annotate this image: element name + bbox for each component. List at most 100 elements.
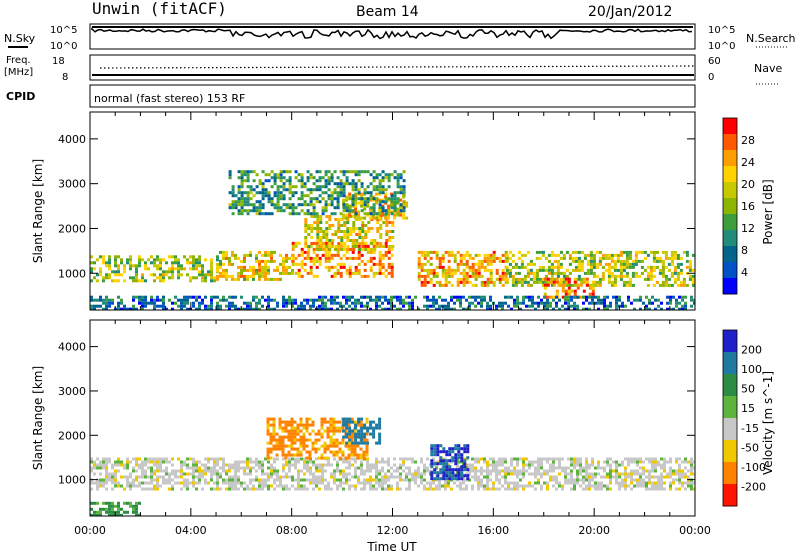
velocity-cell <box>504 475 507 479</box>
power-cell <box>691 274 695 278</box>
power-cell <box>273 307 276 310</box>
power-cell <box>537 301 540 305</box>
power-cell <box>582 277 586 281</box>
velocity-cell <box>326 435 330 439</box>
velocity-cell <box>507 469 510 473</box>
velocity-cell <box>240 466 243 470</box>
velocity-cell <box>321 466 324 470</box>
velocity-cell <box>204 472 207 476</box>
power-cell <box>523 274 527 278</box>
velocity-cell <box>498 457 501 461</box>
velocity-cell <box>618 487 621 491</box>
power-cell <box>237 256 240 260</box>
velocity-cell <box>588 481 591 485</box>
velocity-cell <box>543 481 546 485</box>
power-cell <box>495 256 499 260</box>
velocity-cell <box>585 478 588 482</box>
power-cell <box>291 271 294 275</box>
power-cell <box>291 185 295 189</box>
velocity-cell <box>329 438 333 442</box>
velocity-cell <box>546 472 549 476</box>
power-cell <box>543 286 547 290</box>
power-cell <box>237 265 240 269</box>
power-cell <box>582 295 585 299</box>
velocity-cell <box>408 457 411 461</box>
power-cell <box>141 258 144 262</box>
power-cell <box>556 283 560 287</box>
power-cell <box>375 188 379 192</box>
velocity-cell <box>153 472 156 476</box>
velocity-cell <box>273 478 276 482</box>
velocity-cell <box>588 475 591 479</box>
power-cell <box>447 280 451 284</box>
power-cell <box>435 250 439 254</box>
velocity-cell <box>350 438 354 442</box>
power-cell <box>387 271 391 275</box>
velocity-cell <box>439 471 443 475</box>
velocity-cell <box>445 450 449 454</box>
velocity-cell <box>445 474 449 478</box>
power-cell <box>348 206 352 210</box>
velocity-cell <box>360 426 364 430</box>
velocity-cell <box>609 469 612 473</box>
power-cell <box>513 298 516 302</box>
power-cell <box>231 203 235 207</box>
power-cell <box>322 236 326 239</box>
velocity-cell <box>96 466 99 470</box>
power-cell <box>222 295 225 299</box>
power-cell <box>639 298 642 302</box>
power-cell <box>664 250 668 254</box>
power-cell <box>132 304 135 308</box>
velocity-cell <box>669 472 672 476</box>
power-cell <box>538 265 542 269</box>
velocity-cell <box>618 472 621 476</box>
power-cell <box>505 280 509 284</box>
velocity-cell <box>345 466 348 470</box>
power-cell <box>325 245 329 248</box>
power-cell <box>249 307 252 310</box>
power-cell <box>231 253 234 257</box>
velocity-cell <box>399 472 402 476</box>
power-cell <box>258 298 261 302</box>
velocity-cell <box>492 466 495 470</box>
power-cell <box>489 277 493 281</box>
power-cell <box>558 298 561 302</box>
velocity-cell <box>162 475 165 479</box>
velocity-cell <box>558 460 561 464</box>
power-cell <box>673 277 677 281</box>
power-cell <box>309 265 313 269</box>
velocity-cell <box>597 463 600 467</box>
power-cell <box>664 253 668 257</box>
velocity-cell <box>330 475 333 479</box>
velocity-cell <box>639 472 642 476</box>
power-cell <box>544 256 548 260</box>
power-cell <box>342 201 346 205</box>
velocity-cell <box>120 460 123 464</box>
power-cell <box>366 259 370 263</box>
power-cell <box>541 283 545 287</box>
velocity-cell <box>445 453 449 457</box>
power-cell <box>378 198 382 202</box>
power-cell <box>243 200 247 204</box>
velocity-cell <box>609 472 612 476</box>
velocity-cell <box>621 463 624 467</box>
power-cell <box>376 215 380 218</box>
velocity-cell <box>624 466 627 470</box>
velocity-cell <box>369 475 372 479</box>
power-cell <box>661 262 665 266</box>
velocity-cell <box>306 466 309 470</box>
noise-panel: N.Sky 10^5 10^0 10^5 10^0 N.Search <box>4 23 796 52</box>
power-cell <box>366 295 369 299</box>
power-cell <box>489 268 493 272</box>
power-cell <box>459 295 462 299</box>
power-cell <box>246 185 250 189</box>
cpid-label: CPID <box>6 90 35 103</box>
power-cell <box>471 283 475 287</box>
power-cell <box>672 307 675 310</box>
velocity-cell <box>287 435 291 439</box>
velocity-cell <box>348 432 352 436</box>
velocity-cell <box>186 481 189 485</box>
velocity-cell <box>462 481 465 485</box>
velocity-cell <box>594 475 597 479</box>
